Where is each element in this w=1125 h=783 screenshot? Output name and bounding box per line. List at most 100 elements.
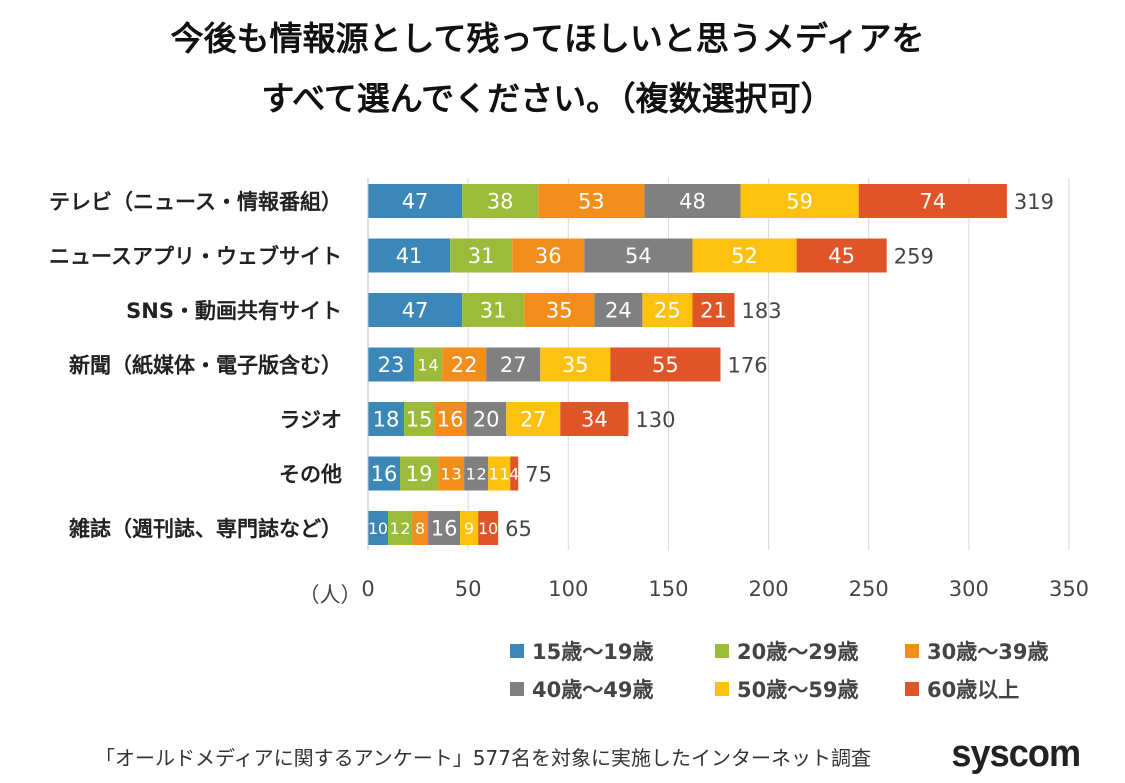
bar-segment xyxy=(524,293,595,327)
category-label: SNS・動画共有サイト xyxy=(126,299,342,323)
bar-segment xyxy=(450,238,513,273)
legend-item: 15歳〜19歳 xyxy=(510,636,715,666)
bar-segment xyxy=(368,347,415,382)
data-label: 38 xyxy=(487,190,514,214)
total-label: 75 xyxy=(525,463,552,487)
bar-segment xyxy=(584,238,693,273)
bar-segment xyxy=(368,184,463,218)
category-label: ニュースアプリ・ウェブサイト xyxy=(49,245,342,269)
bar-segment xyxy=(644,184,741,218)
legend-label: 50歳〜59歳 xyxy=(737,678,859,702)
category-label: ラジオ xyxy=(279,408,342,432)
total-label: 259 xyxy=(894,245,934,269)
total-label: 65 xyxy=(505,517,532,541)
chart-title-line2: すべて選んでください。（複数選択可） xyxy=(261,79,834,118)
data-label: 10 xyxy=(478,519,498,538)
bar-segment xyxy=(560,402,629,436)
x-tick-label: 250 xyxy=(849,577,889,601)
legend-item: 50歳〜59歳 xyxy=(715,674,905,704)
bar-segment xyxy=(488,456,511,491)
data-label: 9 xyxy=(464,519,474,538)
syscom-logo: syscom xyxy=(951,733,1081,775)
data-label: 18 xyxy=(373,408,400,432)
total-label: 176 xyxy=(728,354,768,378)
bar-segment xyxy=(692,293,735,327)
bar-segment xyxy=(368,402,405,436)
legend-label: 60歳以上 xyxy=(927,678,1020,702)
bar-segment xyxy=(692,238,797,273)
data-label: 22 xyxy=(451,353,478,377)
data-label: 27 xyxy=(520,408,547,432)
bar-segment xyxy=(400,456,439,491)
data-label: 21 xyxy=(700,299,727,323)
bar-segment xyxy=(438,456,465,491)
legend-swatch xyxy=(510,682,524,696)
legend-swatch xyxy=(905,644,919,658)
data-label: 47 xyxy=(402,190,429,214)
bar-segment xyxy=(610,347,721,382)
bar-segment xyxy=(462,184,539,218)
x-tick-label: 350 xyxy=(1049,577,1089,601)
data-label: 27 xyxy=(500,353,527,377)
data-label: 10 xyxy=(368,519,388,538)
category-label: テレビ（ニュース・情報番組） xyxy=(49,190,342,214)
data-label: 35 xyxy=(546,299,573,323)
legend-label: 20歳〜29歳 xyxy=(737,640,859,664)
data-label: 8 xyxy=(415,519,425,538)
data-label: 16 xyxy=(371,462,398,486)
total-label: 319 xyxy=(1014,190,1054,214)
data-label: 12 xyxy=(466,464,487,483)
bar-segment xyxy=(462,293,525,327)
bar-segment xyxy=(538,184,645,218)
x-tick-label: 100 xyxy=(548,577,588,601)
data-label: 41 xyxy=(396,244,423,268)
data-label: 35 xyxy=(562,353,589,377)
bar-segment xyxy=(540,347,611,382)
legend-label: 40歳〜49歳 xyxy=(532,678,654,702)
data-label: 53 xyxy=(578,190,605,214)
data-label: 48 xyxy=(679,190,706,214)
x-tick-label: 150 xyxy=(648,577,688,601)
bar-segment xyxy=(442,347,487,382)
survey-note: 「オールドメディアに関する​アンケート」577名を対象に実施したインターネット調… xyxy=(95,746,871,770)
total-label: 183 xyxy=(742,299,782,323)
x-tick-label: 200 xyxy=(749,577,789,601)
data-label: 31 xyxy=(480,299,507,323)
legend-item: 40歳〜49歳 xyxy=(510,674,715,704)
bar-segment xyxy=(414,347,443,382)
bar-segment xyxy=(594,293,643,327)
category-label: その他 xyxy=(279,463,342,487)
data-label: 47 xyxy=(402,299,429,323)
data-label: 11 xyxy=(489,464,510,483)
data-label: 25 xyxy=(654,299,681,323)
data-label: 52 xyxy=(731,244,758,268)
bar-segment xyxy=(412,511,429,545)
legend-item: 60歳以上 xyxy=(905,674,1090,704)
bar-segment xyxy=(486,347,541,382)
data-label: 12 xyxy=(389,519,410,538)
legend-swatch xyxy=(715,644,729,658)
bar-segment xyxy=(388,511,413,545)
legend-swatch xyxy=(715,682,729,696)
x-tick-label: 300 xyxy=(949,577,989,601)
bar-segment xyxy=(368,456,401,491)
bar-segment xyxy=(434,402,467,436)
data-label: 31 xyxy=(468,244,495,268)
total-label: 130 xyxy=(635,408,675,432)
data-label: 13 xyxy=(441,464,462,483)
bar-segment xyxy=(642,293,693,327)
data-label: 15 xyxy=(406,408,433,432)
bar-segment xyxy=(478,511,499,545)
data-label: 19 xyxy=(406,462,433,486)
category-label: 雑誌（週刊誌、専門誌など） xyxy=(68,517,342,541)
legend-label: 15歳〜19歳 xyxy=(532,640,654,664)
data-label: 34 xyxy=(581,408,608,432)
chart-title-line1: 今後も情報源として残ってほしいと思うメディアを xyxy=(170,19,925,58)
bar-segment xyxy=(368,293,463,327)
bar-segment xyxy=(510,456,519,491)
data-label: 59 xyxy=(786,190,813,214)
legend-swatch xyxy=(510,644,524,658)
data-label: 14 xyxy=(418,355,439,374)
